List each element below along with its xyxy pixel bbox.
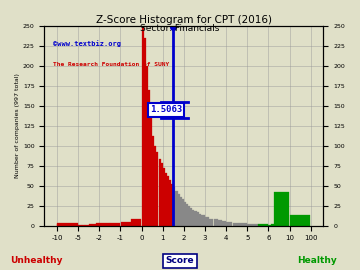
Bar <box>169 180 171 226</box>
Bar <box>222 221 226 226</box>
Bar <box>199 214 201 226</box>
Bar <box>171 184 173 226</box>
Bar <box>93 224 96 226</box>
Bar <box>177 194 180 226</box>
Bar <box>99 222 110 226</box>
Bar <box>271 224 274 226</box>
Bar <box>194 211 197 226</box>
Bar <box>157 152 158 226</box>
Bar <box>110 223 120 226</box>
Bar <box>247 224 258 226</box>
Bar <box>78 225 82 226</box>
Bar <box>190 208 192 226</box>
Bar <box>141 27 144 226</box>
Bar <box>186 204 188 226</box>
Text: Score: Score <box>166 256 194 265</box>
Bar <box>192 210 194 226</box>
Bar <box>188 206 190 226</box>
Bar <box>182 199 184 226</box>
Bar <box>258 224 268 226</box>
Bar <box>205 217 209 226</box>
Text: ©www.textbiz.org: ©www.textbiz.org <box>53 40 121 47</box>
Bar <box>167 176 169 226</box>
Bar <box>57 223 78 226</box>
Bar <box>96 223 99 226</box>
Bar <box>290 215 310 226</box>
Text: Healthy: Healthy <box>297 256 337 265</box>
Bar <box>269 225 271 226</box>
Bar <box>203 215 205 226</box>
Bar <box>180 197 182 226</box>
Bar <box>85 225 89 226</box>
Bar <box>197 212 199 226</box>
Bar <box>226 222 233 226</box>
Bar <box>131 220 141 226</box>
Text: Sector: Financials: Sector: Financials <box>140 24 220 33</box>
Bar <box>150 114 152 226</box>
Text: 1.5063: 1.5063 <box>150 105 182 114</box>
Bar <box>165 173 167 226</box>
Bar <box>89 224 92 226</box>
Bar <box>144 38 146 226</box>
Bar <box>274 192 289 226</box>
Bar <box>163 168 165 226</box>
Bar <box>233 222 239 226</box>
Bar <box>148 90 150 226</box>
Bar <box>146 66 148 226</box>
Bar <box>161 163 163 226</box>
Text: The Research Foundation of SUNY: The Research Foundation of SUNY <box>53 62 169 67</box>
Bar <box>154 146 156 226</box>
Bar <box>82 225 85 226</box>
Bar <box>121 222 131 226</box>
Bar <box>184 202 186 226</box>
Bar <box>218 220 222 226</box>
Bar <box>213 220 218 226</box>
Bar <box>152 136 154 226</box>
Text: Unhealthy: Unhealthy <box>10 256 62 265</box>
Bar <box>239 223 247 226</box>
Bar <box>174 187 175 226</box>
Bar <box>175 191 177 226</box>
Y-axis label: Number of companies (997 total): Number of companies (997 total) <box>15 73 20 178</box>
Title: Z-Score Histogram for CPT (2016): Z-Score Histogram for CPT (2016) <box>96 15 272 25</box>
Bar <box>201 215 203 226</box>
Bar <box>209 219 213 226</box>
Bar <box>158 158 161 226</box>
